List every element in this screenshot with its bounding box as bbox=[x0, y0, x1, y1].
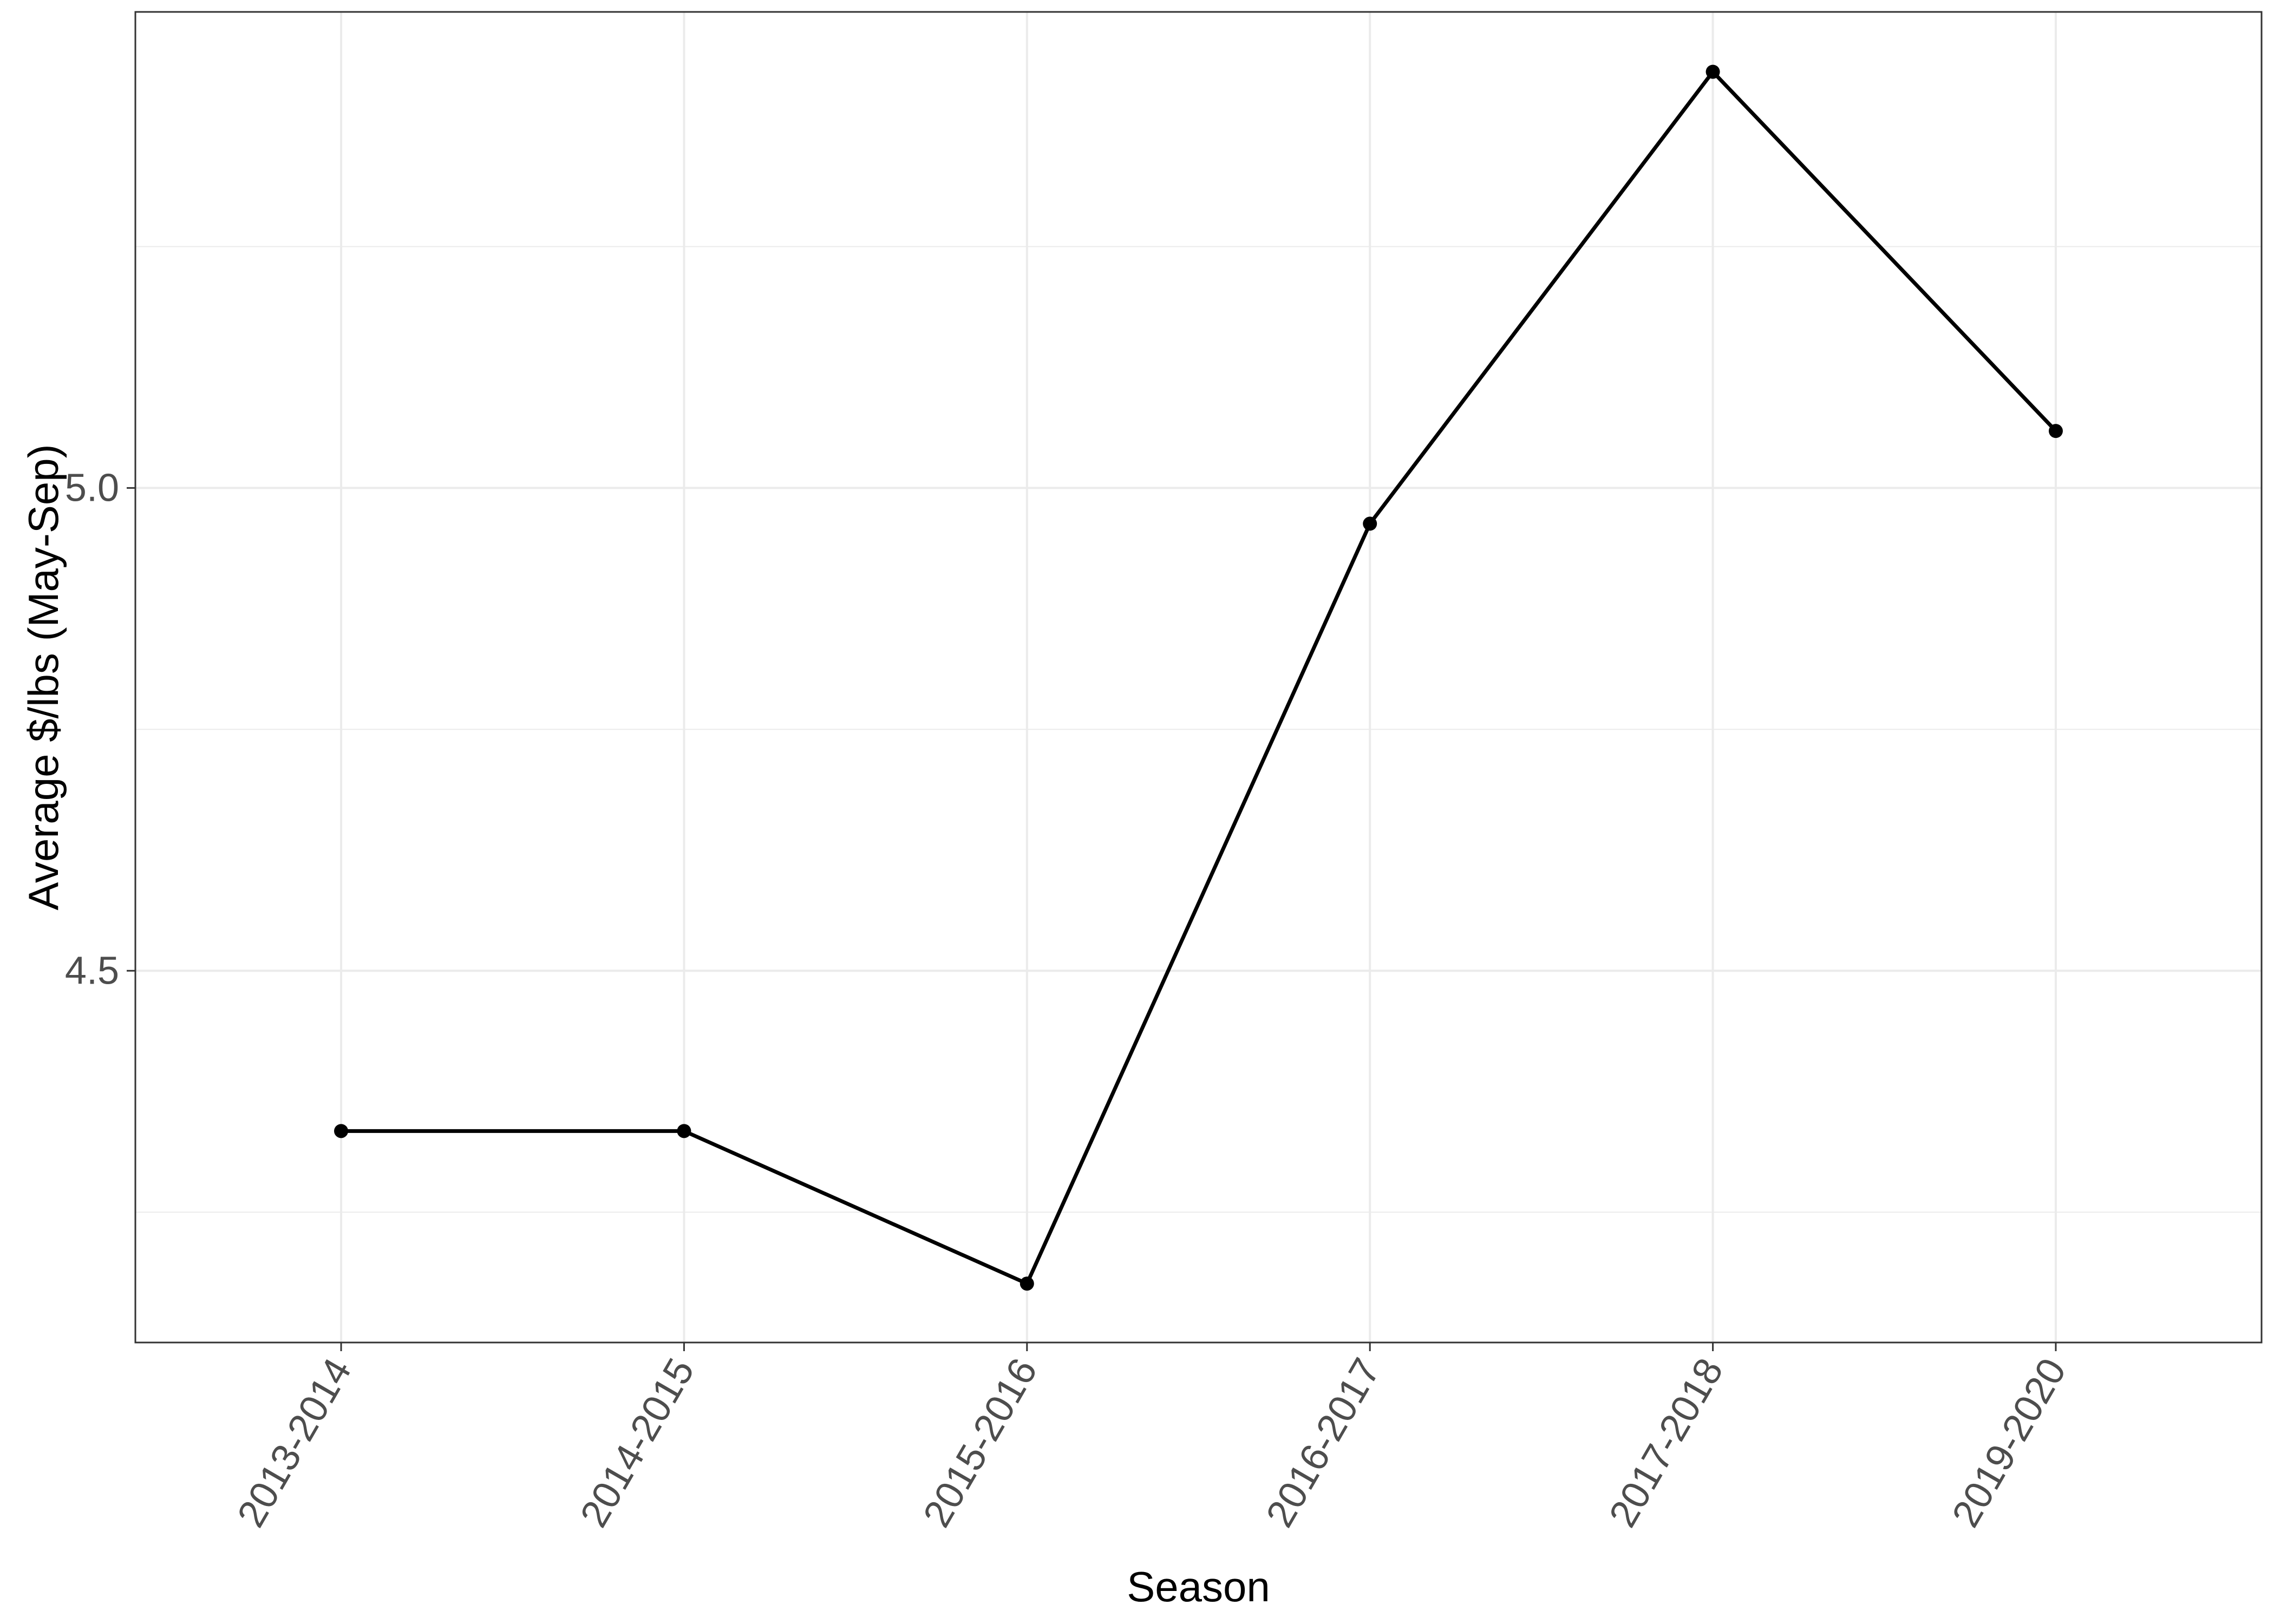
data-point bbox=[2048, 424, 2063, 438]
y-axis-tick-labels: 4.5 5.0 bbox=[65, 466, 119, 992]
data-point bbox=[1020, 1276, 1034, 1291]
y-axis-title: Average $/lbs (May-Sep) bbox=[19, 444, 67, 910]
minor-gridlines bbox=[135, 246, 2262, 1213]
x-tick-label: 2013-2014 bbox=[229, 1351, 360, 1534]
axis-ticks bbox=[127, 487, 2057, 1351]
x-tick-label: 2015-2016 bbox=[915, 1351, 1045, 1534]
y-tick-label: 5.0 bbox=[65, 466, 119, 509]
data-point bbox=[1706, 64, 1720, 79]
x-axis-tick-labels: 2013-2014 2014-2015 2015-2016 2016-2017 2017… bbox=[229, 1351, 2074, 1534]
panel-border bbox=[134, 11, 2263, 1344]
x-tick-label: 2014-2015 bbox=[572, 1351, 703, 1534]
series-layer bbox=[334, 64, 2063, 1291]
series-line bbox=[339, 70, 2058, 1286]
x-axis-title: Season bbox=[1127, 1563, 1270, 1610]
x-tick-label: 2017-2018 bbox=[1601, 1351, 1731, 1534]
data-point bbox=[677, 1124, 691, 1138]
x-tick-label: 2016-2017 bbox=[1258, 1351, 1388, 1534]
major-gridlines bbox=[135, 12, 2262, 1343]
data-point bbox=[334, 1124, 349, 1138]
data-point bbox=[1363, 516, 1377, 531]
y-tick-label: 4.5 bbox=[65, 949, 119, 992]
x-tick-label: 2019-2020 bbox=[1944, 1351, 2074, 1534]
